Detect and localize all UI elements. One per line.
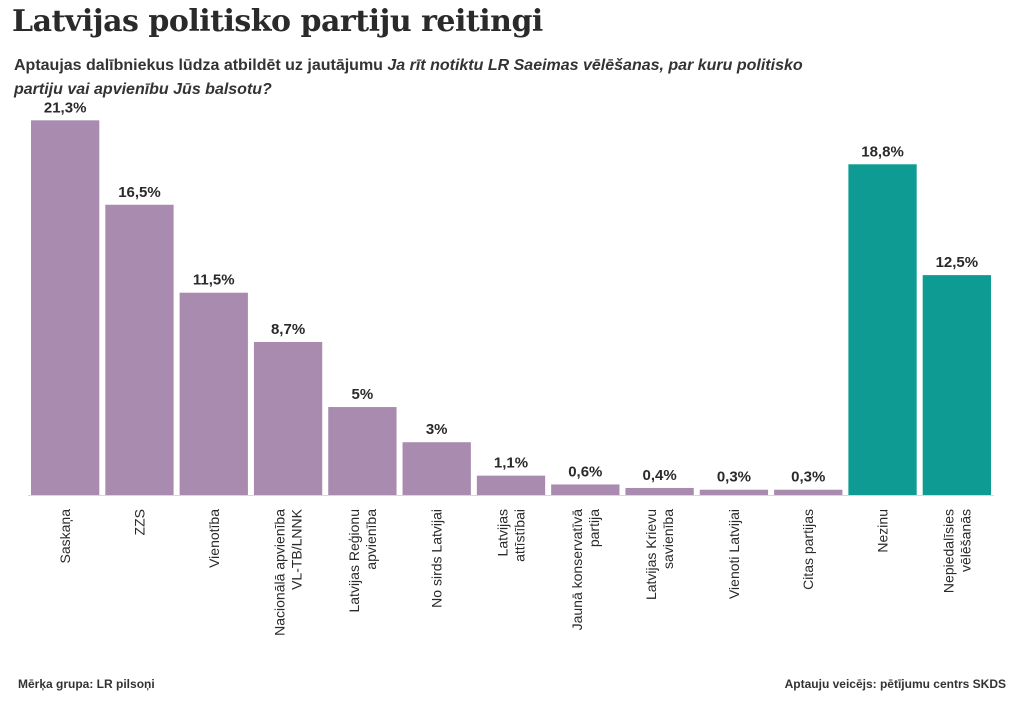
category-label-1: ZZS xyxy=(131,509,147,535)
bar-4 xyxy=(328,407,397,495)
category-label-4: Latvijas Reģionuapvienība xyxy=(346,509,379,613)
target-group-note: Mērķa grupa: LR pilsoņi xyxy=(18,677,155,691)
bar-1 xyxy=(105,204,174,495)
category-label-2: Vienotība xyxy=(206,509,222,568)
data-label-4: 5% xyxy=(352,386,374,403)
bar-12 xyxy=(922,275,991,495)
chart-title: Latvijas politisko partiju reitingi xyxy=(12,4,543,39)
data-label-6: 1,1% xyxy=(494,455,528,472)
data-label-11: 18,8% xyxy=(861,143,904,160)
data-label-1: 16,5% xyxy=(118,184,161,201)
data-label-10: 0,3% xyxy=(791,469,825,486)
category-label-10: Citas partijas xyxy=(800,509,816,590)
category-label-11: Nezinu xyxy=(875,509,891,553)
subtitle-question: Ja rīt notiktu LR Saeimas vēlēšanas, par… xyxy=(14,57,803,98)
bar-2 xyxy=(179,292,248,495)
category-label-8: Latvijas Krievusavienība xyxy=(643,509,676,600)
data-label-0: 21,3% xyxy=(44,99,87,116)
subtitle-intro: Aptaujas dalībniekus lūdza atbildēt uz j… xyxy=(14,57,388,74)
bar-5 xyxy=(402,442,471,495)
bar-3 xyxy=(253,341,323,495)
category-label-7: Jaunā konservatīvāpartija xyxy=(569,509,602,631)
data-label-3: 8,7% xyxy=(271,321,305,338)
data-label-7: 0,6% xyxy=(568,463,602,480)
bar-7 xyxy=(551,484,620,495)
bar-10 xyxy=(774,489,843,495)
category-label-9: Vienoti Latvijai xyxy=(726,509,742,599)
data-label-5: 3% xyxy=(426,421,448,438)
data-label-2: 11,5% xyxy=(193,272,235,289)
data-label-9: 0,3% xyxy=(717,469,751,486)
chart-subtitle: Aptaujas dalībniekus lūdza atbildēt uz j… xyxy=(14,54,814,102)
category-label-6: Latvijasattīstībai xyxy=(495,509,528,562)
category-label-3: Nacionālā apvienībaVL-TB/LNNK xyxy=(272,508,305,636)
category-label-0: Saskaņa xyxy=(57,509,73,564)
data-label-8: 0,4% xyxy=(643,467,677,484)
category-label-12: Nepiedalīsiesvēlēšanās xyxy=(940,509,973,593)
bar-8 xyxy=(625,487,694,495)
bar-0 xyxy=(31,120,100,496)
bar-11 xyxy=(848,164,917,496)
bar-9 xyxy=(699,489,769,495)
bar-6 xyxy=(476,475,546,495)
category-label-5: No sirds Latvijai xyxy=(429,509,445,608)
survey-source-note: Aptauju veicējs: pētījumu centrs SKDS xyxy=(784,677,1006,691)
data-label-12: 12,5% xyxy=(936,254,979,271)
